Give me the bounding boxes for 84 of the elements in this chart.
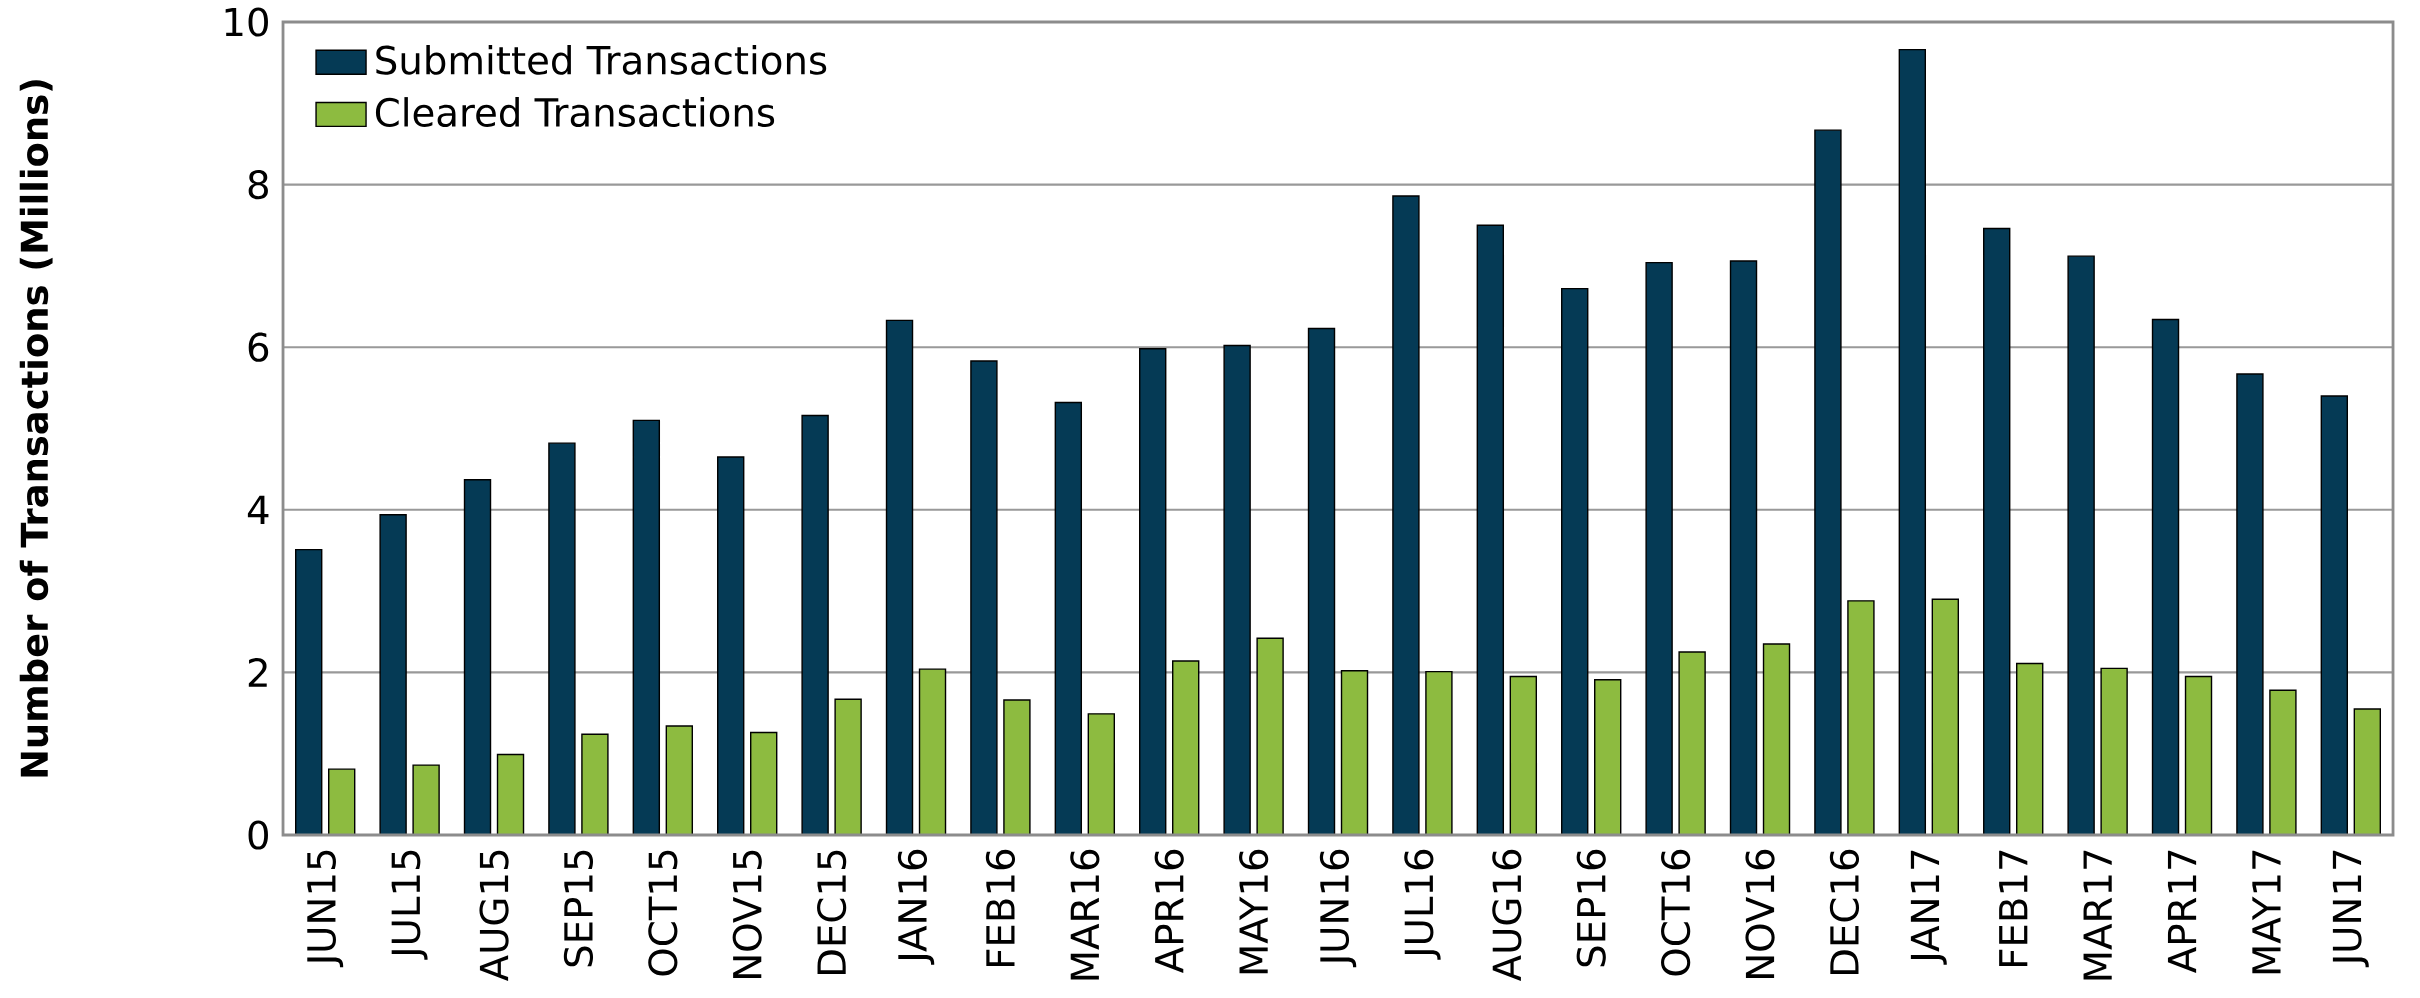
bar bbox=[2320, 395, 2349, 835]
bar bbox=[1139, 348, 1166, 835]
bar bbox=[1983, 228, 2010, 835]
y-axis-title: Number of Transactions (Millions) bbox=[19, 80, 53, 777]
y-tick-label: 4 bbox=[247, 495, 269, 524]
bar bbox=[548, 443, 575, 835]
bar bbox=[919, 669, 946, 835]
bar bbox=[1425, 671, 1452, 835]
bar bbox=[802, 415, 829, 835]
bar bbox=[1172, 661, 1199, 835]
x-tick-label: SEP15 bbox=[563, 850, 594, 967]
bar bbox=[1308, 328, 1335, 835]
bar bbox=[380, 514, 407, 835]
x-tick-label: APR16 bbox=[1154, 849, 1184, 973]
x-tick-label: JUN15 bbox=[307, 850, 344, 968]
bar bbox=[1594, 679, 1621, 835]
bar bbox=[886, 320, 913, 835]
x-tick-label: MAY16 bbox=[1239, 849, 1269, 974]
bar bbox=[1646, 262, 1673, 835]
x-tick-label: MAR16 bbox=[1070, 849, 1100, 980]
bar bbox=[464, 479, 491, 835]
x-tick-label: APR17 bbox=[2167, 850, 2197, 973]
x-tick-label: OCT16 bbox=[1661, 849, 1691, 976]
x-tick-label: SEP16 bbox=[1576, 849, 1606, 967]
x-tick-label: AUG15 bbox=[479, 850, 509, 982]
bar bbox=[2152, 319, 2179, 835]
bar bbox=[1561, 288, 1588, 835]
bar bbox=[633, 420, 660, 835]
bar bbox=[581, 734, 608, 835]
bar bbox=[1477, 225, 1504, 835]
bar bbox=[1763, 643, 1790, 835]
bar bbox=[295, 549, 322, 835]
bar bbox=[497, 754, 524, 835]
bar bbox=[1847, 600, 1874, 835]
bar bbox=[2353, 708, 2382, 835]
bar bbox=[717, 456, 744, 835]
x-tick-label: JAN16 bbox=[897, 849, 935, 965]
bar bbox=[2068, 256, 2095, 835]
bar bbox=[1899, 49, 1926, 835]
bar bbox=[1814, 130, 1841, 835]
x-tick-label: JAN17 bbox=[1910, 850, 1947, 965]
bar bbox=[2101, 668, 2128, 835]
legend-label: Submitted Transactions bbox=[376, 44, 827, 75]
x-tick-label: DEC15 bbox=[817, 850, 847, 974]
bar bbox=[666, 726, 693, 835]
bar bbox=[328, 769, 355, 835]
bar bbox=[2236, 374, 2263, 835]
bar bbox=[750, 732, 777, 835]
x-tick-label: JUL16 bbox=[1404, 849, 1441, 960]
bar bbox=[1088, 713, 1115, 835]
legend-label: Cleared Transactions bbox=[375, 97, 775, 128]
x-tick-label: MAY17 bbox=[2252, 850, 2281, 974]
bar bbox=[1341, 670, 1368, 835]
bar bbox=[1055, 402, 1082, 835]
bar bbox=[2185, 676, 2212, 835]
bar bbox=[1224, 345, 1251, 835]
bar bbox=[1730, 261, 1757, 835]
x-tick-label: FEB16 bbox=[985, 849, 1016, 966]
bar bbox=[1257, 638, 1284, 835]
x-tick-label: AUG16 bbox=[1492, 849, 1522, 982]
bar bbox=[413, 765, 440, 835]
x-tick-label: NOV15 bbox=[732, 850, 762, 978]
bar bbox=[970, 361, 997, 835]
bar bbox=[1003, 700, 1030, 835]
y-tick-label: 6 bbox=[248, 332, 269, 362]
bar bbox=[835, 699, 862, 835]
bar bbox=[2269, 690, 2296, 835]
x-tick-label: JUL15 bbox=[391, 850, 428, 960]
y-tick-label: 8 bbox=[248, 170, 268, 200]
x-tick-label: NOV16 bbox=[1745, 849, 1775, 978]
x-tick-label: DEC16 bbox=[1829, 849, 1860, 974]
x-tick-label: JUN16 bbox=[1319, 849, 1357, 968]
bar bbox=[1932, 599, 1959, 835]
x-tick-label: MAR17 bbox=[2083, 850, 2112, 980]
bar bbox=[1392, 195, 1419, 835]
x-tick-label: OCT15 bbox=[648, 850, 678, 976]
x-tick-label: FEB17 bbox=[1999, 850, 2028, 966]
y-tick-label: 0 bbox=[248, 820, 268, 850]
y-tick-label: 2 bbox=[248, 658, 267, 687]
bar bbox=[2016, 663, 2043, 835]
bar bbox=[1679, 652, 1706, 835]
bar bbox=[1510, 676, 1537, 835]
y-tick-label: 10 bbox=[225, 7, 268, 37]
x-tick-label: JUN17 bbox=[2332, 850, 2369, 968]
